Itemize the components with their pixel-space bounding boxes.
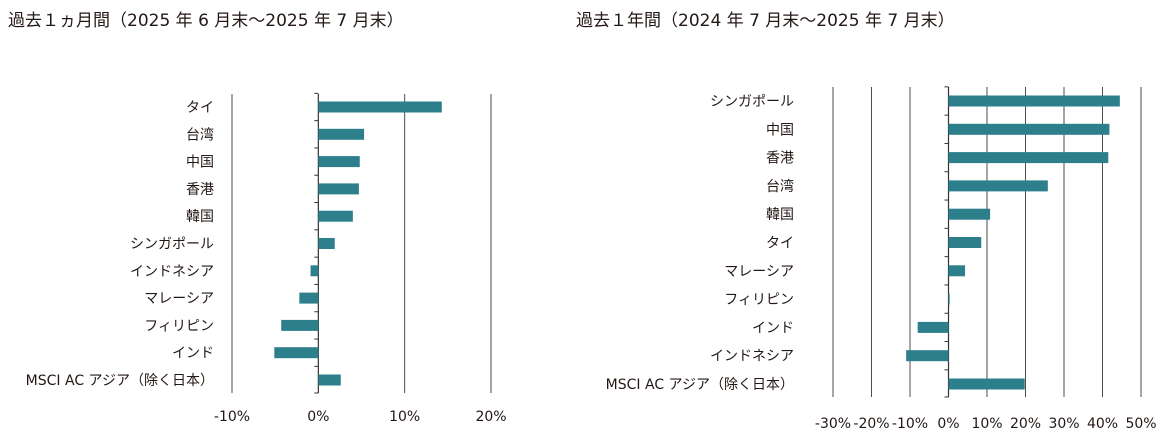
x-tick-label-y-6: 30% (1048, 416, 1079, 432)
bar-y-2 (948, 152, 1109, 164)
bar-y-7 (948, 293, 950, 305)
bar-m-9 (274, 347, 319, 359)
bar-m-5 (318, 238, 335, 249)
category-label-m-3: 香港 (186, 182, 214, 198)
bar-m-10 (318, 374, 341, 386)
bar-y-9 (906, 350, 949, 362)
category-label-m-0: タイ (186, 100, 214, 116)
category-label-y-2: 香港 (766, 151, 794, 167)
x-tick-label-m-3: 20% (475, 409, 506, 425)
x-tick-label-y-7: 40% (1087, 416, 1118, 432)
bar-y-6 (948, 265, 966, 277)
bar-y-5 (948, 237, 982, 248)
x-tick-label-y-8: 50% (1125, 416, 1156, 432)
category-label-y-1: 中国 (766, 122, 794, 138)
category-label-m-8: フィリピン (144, 318, 214, 334)
category-label-y-3: 台湾 (766, 178, 794, 195)
bar-y-1 (948, 123, 1110, 135)
category-label-m-1: 台湾 (186, 126, 214, 143)
x-tick-label-y-4: 10% (971, 416, 1002, 432)
bar-m-2 (318, 156, 360, 168)
category-label-y-9: インドネシア (710, 349, 794, 365)
bar-m-6 (310, 265, 319, 277)
x-tick-label-m-2: 10% (389, 409, 420, 425)
category-label-y-4: 韓国 (766, 207, 794, 223)
x-tick-label-y-5: 20% (1010, 416, 1041, 432)
bar-m-4 (318, 210, 353, 222)
x-tick-label-y-3: 0% (937, 416, 959, 432)
category-label-y-6: マレーシア (724, 264, 794, 280)
bar-m-8 (281, 319, 319, 331)
x-tick-label-y-2: -10% (892, 416, 928, 432)
category-label-y-0: シンガポール (710, 94, 794, 110)
bar-y-0 (948, 95, 1120, 107)
bar-m-3 (318, 183, 359, 195)
chart-panel-1month: 過去１ヵ月間（2025 年 6 月末〜2025 年 7 月末） タイ台湾中国香港… (0, 0, 560, 435)
category-label-y-7: フィリピン (724, 292, 794, 308)
bar-y-8 (917, 321, 949, 333)
x-tick-label-y-0: -30% (815, 416, 851, 432)
category-label-y-10: MSCI AC アジア（除く日本） (606, 377, 794, 393)
bar-m-7 (299, 292, 319, 304)
chart-panel-1year: 過去１年間（2024 年 7 月末〜2025 年 7 月末） シンガポール中国香… (560, 0, 1161, 435)
category-label-m-2: 中国 (186, 155, 214, 171)
category-label-m-4: 韓国 (186, 209, 214, 225)
x-tick-label-y-1: -20% (853, 416, 889, 432)
bar-y-3 (948, 180, 1048, 192)
category-label-m-7: マレーシア (144, 291, 214, 307)
category-label-m-10: MSCI AC アジア（除く日本） (26, 373, 214, 389)
category-label-m-9: インド (172, 346, 214, 362)
bar-y-10 (948, 378, 1025, 390)
category-label-m-5: シンガポール (130, 237, 214, 253)
category-label-y-5: タイ (766, 236, 794, 252)
x-tick-label-m-1: 0% (307, 409, 329, 425)
bar-m-1 (318, 128, 365, 140)
category-label-m-6: インドネシア (130, 264, 214, 280)
bar-m-0 (318, 101, 442, 113)
category-label-y-8: インド (752, 320, 794, 336)
bar-y-4 (948, 208, 991, 220)
x-tick-label-m-0: -10% (214, 409, 250, 425)
chart-title-1year: 過去１年間（2024 年 7 月末〜2025 年 7 月末） (576, 11, 955, 31)
chart-title-1month: 過去１ヵ月間（2025 年 6 月末〜2025 年 7 月末） (8, 11, 404, 31)
